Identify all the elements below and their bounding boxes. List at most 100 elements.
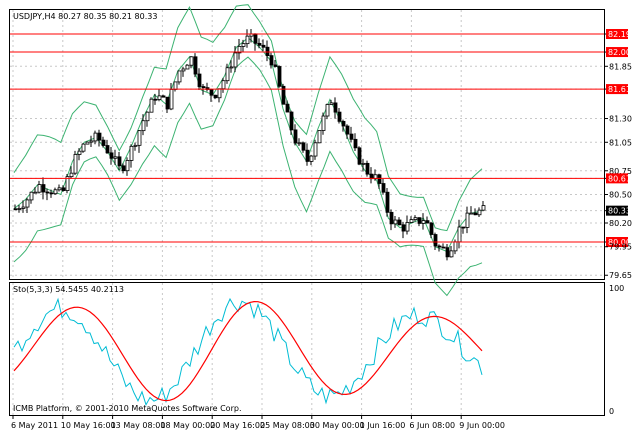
candle-body [361,162,366,165]
candle-body [13,208,18,211]
candle-body [329,102,334,105]
candle-body [61,187,66,191]
price-badge-label: 80.67 [608,174,631,183]
candle-body [457,226,462,243]
candle-body [89,140,94,143]
candle-body [481,205,486,211]
stochastic-signal-line [13,300,483,402]
time-tick-label: 6 May 2011 [11,421,58,430]
candle-body [229,66,234,69]
candle-body [21,206,26,209]
candle-body [105,145,110,154]
candle-body [417,217,422,224]
candle-body [17,208,22,210]
price-badge-label: 82.00 [608,48,631,57]
candle-body [157,95,162,100]
candle-body [209,89,214,96]
candle-body [141,120,146,132]
price-tick-label: 80.20 [609,219,632,228]
candle-body [117,156,122,167]
candle-body [133,144,138,147]
candle-body [73,154,78,174]
time-tick-label: 25 May 08:00 [260,421,315,430]
candle-body [221,80,226,90]
candle-body [253,33,258,44]
candle-body [153,98,158,101]
candle-body [357,147,362,165]
candle-body [225,67,230,82]
time-tick-label: 18 May 00:00 [160,421,215,430]
candle-body [97,132,102,141]
candle-body [81,143,86,152]
candle-body [161,95,166,98]
candle-body [125,160,130,172]
candle-body [277,66,282,87]
candle-body [341,120,346,127]
candle-body [433,234,438,247]
candle-body [449,250,454,258]
level-price-badge [606,237,628,247]
price-tick-label: 81.85 [609,62,632,71]
candle-body [185,64,190,70]
candle-body [385,191,390,213]
candle-body [193,56,198,75]
candle-body [421,220,426,224]
candle-body [181,68,186,72]
price-axis: 82.19 82.00 81.85 81.61 81.30 81.05 80.7580.67… [604,29,632,280]
candle-body [381,183,386,193]
candle-body [49,192,54,195]
price-tick-label: 81.05 [609,138,632,147]
candle-body [389,211,394,225]
candle-body [245,35,250,45]
candle-body [289,111,294,131]
candle-body [201,86,206,89]
price-candles [13,29,486,261]
candle-body [313,142,318,157]
candle-body [269,55,274,66]
candle-body [137,130,142,146]
time-tick-label: 6 Jun 08:00 [409,421,455,430]
candle-body [53,189,58,195]
stochastic-axis: 100 0 [609,284,624,416]
time-tick-label: 1 Jun 16:00 [360,421,406,430]
candle-body [33,191,38,194]
candle-body [309,155,314,162]
candle-body [233,52,238,68]
time-tick-label: 30 May 00:00 [310,421,365,430]
candle-body [345,125,350,135]
current-price-badge [606,205,628,216]
candle-body [93,132,98,142]
candle-body [365,162,370,175]
level-price-badge [606,47,628,58]
time-tick-label: 9 Jun 00:00 [459,421,505,430]
candle-body [425,220,430,224]
candle-body [469,212,474,215]
candle-body [57,187,62,191]
candle-body [113,156,118,159]
candle-body [317,130,322,144]
candle-body [337,111,342,122]
price-tick-label: 79.65 [609,271,632,280]
stoch-tick-label: 100 [609,284,624,293]
candle-body [189,56,194,66]
price-badge-label: 80.00 [608,238,631,247]
horizontal-levels[interactable] [10,33,604,243]
candle-body [217,88,222,99]
price-tick-label: 79.95 [609,243,632,252]
price-badge-label: 81.61 [608,85,631,94]
candle-body [237,45,242,54]
candle-body [453,241,458,252]
candle-body [429,222,434,235]
candle-body [37,184,42,193]
stoch-tick-label: 0 [609,407,614,416]
price-tick-label: 80.50 [609,191,632,200]
candle-body [121,165,126,172]
candle-body [409,219,414,223]
candle-body [437,245,442,248]
candle-body [165,96,170,110]
candle-body [461,226,466,229]
candle-body [69,172,74,178]
